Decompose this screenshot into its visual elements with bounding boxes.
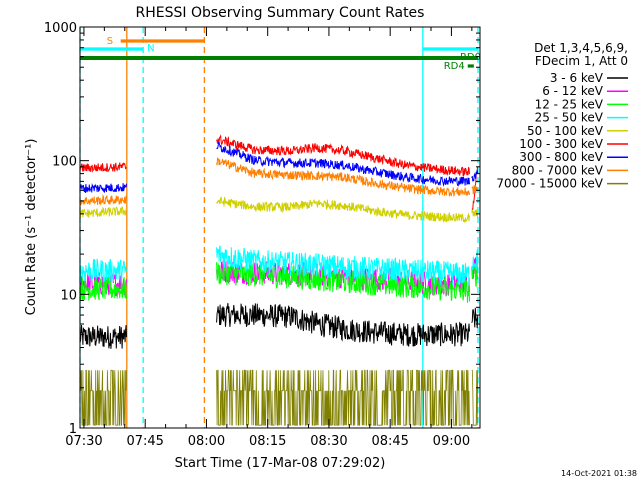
legend-label-5: 100 - 300 keV: [519, 137, 603, 151]
legend-label-8: 7000 - 15000 keV: [496, 177, 603, 191]
flag-label-2: RD0: [460, 52, 481, 63]
series-8: [79, 369, 479, 426]
legend-label-0: 3 - 6 keV: [550, 71, 604, 85]
series-2-segment-1: [216, 261, 470, 303]
legend-label-4: 50 - 100 keV: [527, 124, 604, 138]
series-4-segment-0: [79, 206, 127, 218]
x-axis-label: Start Time (17-Mar-08 07:29:02): [175, 456, 386, 471]
series-0-segment-1: [216, 303, 470, 347]
timestamp: 14-Oct-2021 01:38: [561, 469, 637, 478]
series-0-segment-2: [471, 307, 479, 329]
chart-title: RHESSI Observing Summary Count Rates: [136, 5, 425, 21]
x-tick-label-08:15: 08:15: [249, 434, 286, 449]
y-tick-label-1000: 1000: [44, 21, 77, 36]
series-4-segment-2: [471, 208, 479, 219]
series-7-segment-0: [79, 193, 127, 206]
plot-frame: [79, 26, 481, 429]
x-tick-label-08:00: 08:00: [188, 434, 225, 449]
x-tick-label-08:30: 08:30: [310, 434, 347, 449]
series-7-segment-2: [471, 184, 479, 195]
legend-label-1: 6 - 12 keV: [542, 84, 604, 98]
flag-label-3: RD4: [444, 61, 465, 72]
legend-label-6: 300 - 800 keV: [519, 150, 603, 164]
series-3-segment-1: [216, 245, 470, 286]
series-3-segment-0: [79, 258, 127, 283]
y-axis-label: Count Rate (s⁻¹ detector⁻¹): [24, 139, 39, 316]
series-8-segment-2: [471, 369, 479, 426]
y-tick-label-100: 100: [52, 155, 77, 170]
legend-header-line-2: FDecim 1, Att 0: [535, 54, 628, 68]
series-6-segment-0: [79, 182, 127, 194]
series-5-segment-0: [79, 162, 127, 173]
legend-header-line-1: Det 1,3,4,5,6,9,: [534, 41, 628, 55]
y-tick-label-1: 1: [69, 422, 77, 437]
series-6-segment-2: [471, 169, 479, 182]
series-7: [79, 157, 479, 206]
plot-area: [79, 134, 479, 426]
series-8-segment-0: [79, 369, 127, 426]
series-6-segment-1: [216, 141, 470, 187]
x-tick-label-08:45: 08:45: [371, 434, 408, 449]
series-7-segment-1: [216, 157, 470, 197]
legend-label-7: 800 - 7000 keV: [512, 163, 604, 177]
series-0-segment-0: [79, 324, 127, 349]
x-tick-label-09:00: 09:00: [433, 434, 470, 449]
series-4-segment-1: [216, 196, 470, 223]
flag-label-1: N: [147, 43, 154, 54]
series-2-segment-0: [79, 275, 127, 301]
series-3-segment-2: [471, 249, 479, 271]
series-0: [79, 303, 479, 349]
legend-label-3: 25 - 50 keV: [535, 111, 604, 125]
x-tick-label-07:45: 07:45: [126, 434, 163, 449]
legend-label-2: 12 - 25 keV: [535, 97, 604, 111]
y-tick-label-10: 10: [60, 288, 77, 303]
series-8-segment-1: [216, 369, 470, 426]
series-3: [79, 245, 479, 286]
flag-label-0: S: [107, 36, 113, 47]
series-4: [79, 196, 479, 223]
series-5-segment-1: [216, 134, 470, 177]
x-tick-label-07:30: 07:30: [65, 434, 102, 449]
